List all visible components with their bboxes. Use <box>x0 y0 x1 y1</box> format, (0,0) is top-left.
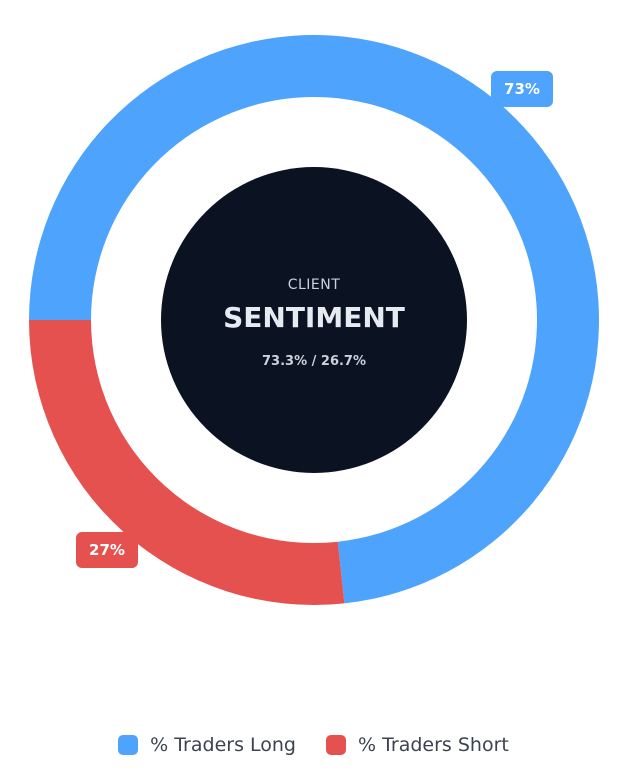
center-disc <box>161 167 467 473</box>
chart-legend: % Traders Long % Traders Short <box>0 734 627 756</box>
center-label-client: CLIENT <box>288 277 341 293</box>
data-label-long: 73% <box>491 71 553 107</box>
legend-label-short: % Traders Short <box>357 734 509 756</box>
legend-item-short[interactable]: % Traders Short <box>325 734 509 756</box>
sentiment-donut-chart: CLIENT SENTIMENT 73.3% / 26.7% 73% 27% <box>29 35 599 605</box>
donut-slices <box>29 35 599 605</box>
center-label-sentiment: SENTIMENT <box>223 301 405 334</box>
legend-swatch-short <box>325 735 346 755</box>
data-label-text-short: 27% <box>89 541 125 559</box>
legend-label-long: % Traders Long <box>150 734 296 756</box>
data-labels: 73% 27% <box>76 71 553 568</box>
donut-slice-short[interactable] <box>29 320 345 605</box>
data-label-short: 27% <box>76 532 138 568</box>
legend-swatch-long <box>118 735 139 755</box>
center-label-ratio: 73.3% / 26.7% <box>262 354 366 369</box>
data-label-badge-short <box>76 532 138 568</box>
legend-item-long[interactable]: % Traders Long <box>118 734 296 756</box>
data-label-badge-long <box>491 71 553 107</box>
data-label-text-long: 73% <box>504 80 540 98</box>
